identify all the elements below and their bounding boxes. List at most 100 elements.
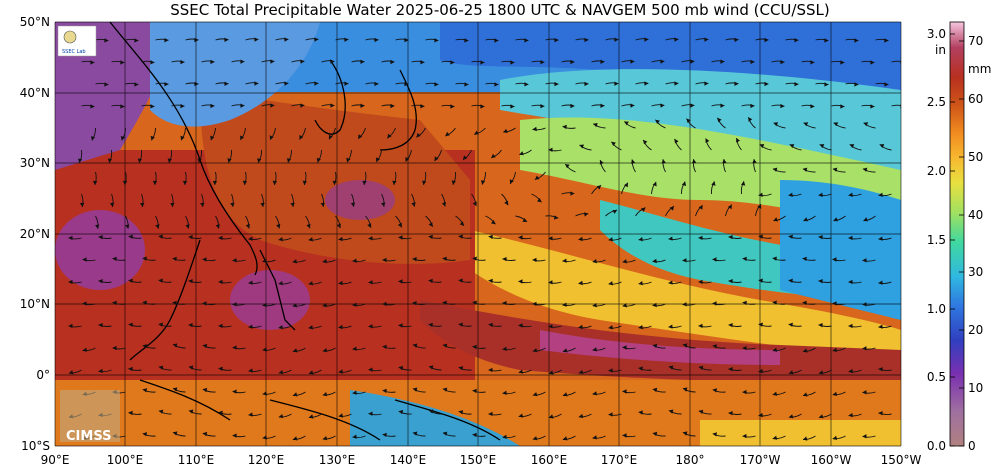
wind-arrow-head	[299, 135, 304, 140]
wind-arrow-head	[518, 369, 523, 374]
wind-arrow-head	[624, 182, 628, 188]
wind-arrow-head	[759, 144, 765, 149]
wind-arrow-head	[240, 59, 245, 64]
wind-arrow-head	[458, 278, 463, 283]
wind-arrow-head	[212, 180, 218, 185]
wind-arrow-head	[854, 82, 859, 87]
wind-arrow-head	[810, 104, 815, 109]
wind-arrow-head	[202, 387, 208, 393]
wind-arrow-head	[712, 257, 717, 262]
wind-arrow-head	[803, 217, 808, 222]
colorbar: 3.0 in 2.5 2.0 1.5 1.0 0.5 0.0 70 mm 60 …	[927, 21, 991, 453]
wind-arrow-head	[158, 278, 163, 283]
wind-arrow-head	[322, 392, 328, 397]
wind-arrow-head	[863, 122, 869, 127]
wind-arrow-head	[742, 300, 747, 306]
wind-arrow-head	[794, 38, 799, 43]
wind-arrow-head	[818, 192, 823, 197]
wind-arrow-head	[300, 59, 305, 64]
wind-arrow-head	[630, 103, 635, 108]
wind-arrow-head	[802, 256, 807, 262]
wind-arrow-head	[624, 121, 629, 126]
wind-arrow-head	[600, 59, 605, 64]
wind-arrow-head	[360, 59, 365, 64]
wind-arrow-head	[488, 278, 493, 284]
wind-arrow-head	[711, 181, 716, 186]
wind-arrow-head	[411, 202, 416, 207]
wind-arrow-head	[532, 436, 538, 441]
wind-arrow-head	[712, 432, 717, 437]
wind-arrow-head	[584, 212, 589, 217]
wind-arrow-head	[758, 368, 763, 374]
lon-label: 130°E	[319, 453, 356, 467]
graticule	[54, 21, 902, 447]
wind-arrow-head	[232, 302, 237, 307]
wind-arrow-head	[412, 257, 417, 262]
wind-arrow-shaft	[891, 104, 901, 107]
wind-arrow-head	[717, 117, 722, 123]
wind-arrow-head	[878, 324, 883, 329]
wind-arrow-head	[548, 236, 553, 241]
wind-arrow-head	[218, 279, 223, 285]
wind-arrow-head	[142, 432, 147, 437]
wind-arrow-head	[173, 387, 178, 392]
colorbar-mm-tick: 0	[968, 439, 976, 453]
wind-arrow-head	[794, 82, 799, 87]
wind-arrow-head	[668, 409, 674, 414]
wind-arrow-head	[90, 104, 95, 109]
wind-arrow-head	[686, 118, 691, 123]
wind-arrow-head	[194, 37, 199, 43]
wind-arrow-head	[387, 133, 392, 139]
wind-arrow-head	[742, 433, 747, 439]
wind-arrow-head	[472, 344, 477, 350]
wind-arrow-head	[382, 432, 387, 437]
wind-arrow-head	[712, 301, 717, 306]
wind-arrow-head	[584, 81, 589, 87]
wind-arrow-head	[128, 322, 133, 327]
wind-arrow-head	[772, 347, 778, 352]
wind-arrow-head	[734, 37, 739, 42]
wind-arrow-head	[480, 60, 485, 65]
wind-arrow-head	[524, 82, 529, 87]
wind-arrow-head	[788, 192, 793, 197]
wind-arrow-head	[338, 236, 343, 242]
wind-arrow-head	[245, 224, 250, 229]
wind-arrow-head	[134, 38, 139, 43]
wind-arrow-head	[824, 38, 829, 43]
wind-arrow-head	[278, 414, 284, 419]
wind-arrow-head	[502, 257, 507, 262]
wind-arrow-head	[398, 365, 404, 371]
wind-arrow-head	[472, 256, 477, 261]
lon-label: 90°E	[41, 453, 70, 467]
lon-label: 170°W	[740, 453, 781, 467]
wind-arrow-head	[336, 223, 341, 229]
wind-arrow-head	[592, 303, 597, 308]
wind-arrow-head	[638, 325, 643, 330]
wind-arrow-head	[125, 224, 130, 229]
wind-arrow-head	[95, 224, 100, 229]
wind-arrow-head	[330, 59, 335, 64]
wind-arrow-head	[494, 82, 499, 87]
wind-arrow-head	[346, 157, 351, 163]
wind-arrow-head	[390, 59, 395, 65]
wind-arrow-head	[381, 202, 386, 207]
wind-arrow-head	[428, 222, 433, 227]
wind-arrow-head	[519, 151, 524, 156]
wind-arrow-head	[150, 135, 155, 141]
wind-arrow-head	[661, 159, 666, 164]
wind-arrow-head	[79, 202, 85, 207]
wind-arrow-head	[276, 223, 281, 229]
wind-arrow-head	[682, 258, 687, 263]
wind-arrow-head	[278, 237, 283, 242]
wind-arrow-head	[158, 409, 164, 414]
wind-arrow-head	[592, 391, 597, 396]
wind-arrow-head	[660, 103, 665, 108]
wind-arrow-head	[172, 256, 177, 262]
cimss-logo-text: CIMSS	[66, 429, 111, 444]
wind-streamlines	[68, 37, 901, 441]
cimss-logo: CIMSS	[60, 390, 120, 444]
wind-arrow-head	[82, 257, 87, 262]
wind-arrow-head	[428, 322, 433, 328]
wind-arrow-head	[764, 37, 769, 43]
wind-arrow-head	[292, 436, 298, 441]
